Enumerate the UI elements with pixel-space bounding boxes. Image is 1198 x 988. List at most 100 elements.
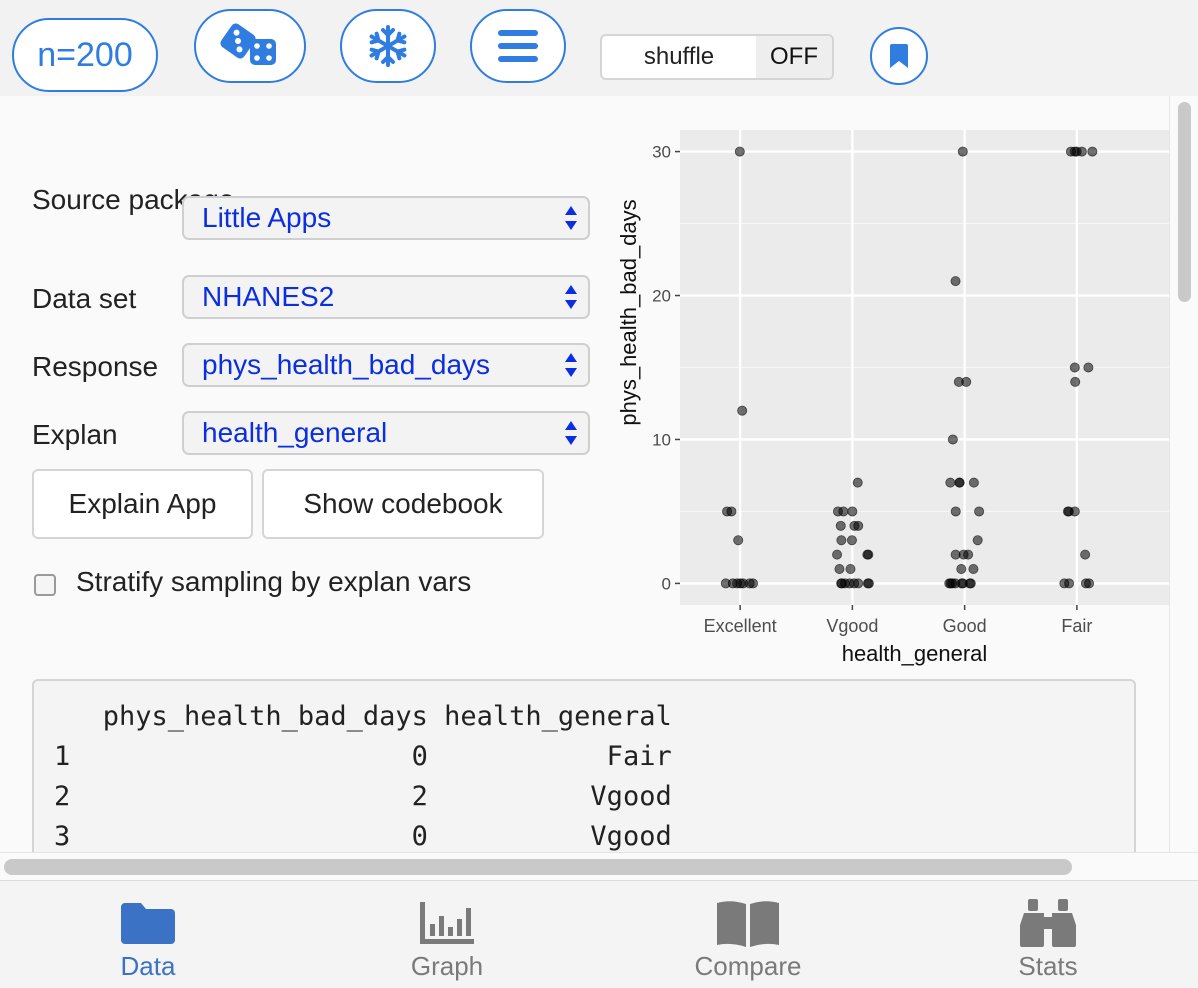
horizontal-scrollbar[interactable] [0,852,1198,880]
stratify-checkbox[interactable] [34,574,56,596]
data-point [1083,362,1094,373]
bookmark-icon [890,44,908,68]
data-preview-text: phys_health_bad_days health_general 1 0 … [54,701,672,852]
data-set-value: NHANES2 [202,281,335,312]
data-point [950,506,961,517]
data-point [1062,506,1073,517]
y-tick-label: 10 [652,430,671,449]
nav-label-data: Data [120,951,176,981]
data-point [726,506,737,517]
data-point [950,549,961,560]
x-tick-label: Fair [1061,616,1092,636]
nav-label-graph: Graph [410,951,484,981]
nav-label-compare: Compare [694,951,802,981]
response-select[interactable]: phys_health_bad_days [182,343,590,387]
data-point [945,477,956,488]
select-arrows-icon [565,353,577,377]
data-point [832,549,843,560]
data-point [863,549,874,560]
explain-app-label: Explain App [68,488,217,519]
data-point [1087,146,1098,157]
data-set-select[interactable]: NHANES2 [182,275,590,319]
data-point [836,578,847,589]
nav-item-graph[interactable]: Graph [387,881,507,988]
top-toolbar: n=200 [0,0,1198,96]
data-point [836,535,847,546]
data-point [953,376,964,387]
vertical-scrollbar[interactable] [1169,96,1198,852]
data-point [863,578,874,589]
data-point [972,535,983,546]
freeze-button[interactable] [340,9,436,83]
data-point [957,146,968,157]
explain-app-button[interactable]: Explain App [32,469,253,539]
x-tick-label: Vgood [826,616,878,636]
data-point [1080,549,1091,560]
menu-icon [498,30,538,62]
resample-button[interactable] [194,9,306,83]
data-point [974,506,985,517]
data-point [956,564,967,575]
data-point [965,578,976,589]
data-point [853,578,864,589]
bottom-nav: Data Graph Compa [0,880,1198,988]
data-preview-box: phys_health_bad_days health_general 1 0 … [32,679,1136,852]
data-point [968,477,979,488]
shuffle-state: OFF [756,36,832,78]
data-point [1069,362,1080,373]
data-point [847,506,858,517]
sample-size-label: n=200 [37,35,133,74]
data-points [720,146,1098,589]
data-point [963,549,974,560]
data-point [733,535,744,546]
explan-select[interactable]: health_general [182,411,590,455]
nav-item-compare[interactable]: Compare [678,881,818,988]
data-point [1070,376,1081,387]
explan-label: Explan [32,419,118,450]
nav-item-data[interactable]: Data [88,881,208,988]
horizontal-scroll-thumb[interactable] [4,859,1072,875]
dice-icon [220,23,276,65]
select-arrows-icon [565,421,577,445]
data-set-label: Data set [32,283,137,314]
x-tick-label: Excellent [704,616,777,636]
data-point [845,564,856,575]
data-point [849,520,860,531]
data-point [852,477,863,488]
data-point [838,506,849,517]
sample-size-button[interactable]: n=200 [12,18,158,92]
select-arrows-icon [565,206,577,230]
x-tick-label: Good [943,616,987,636]
data-point [846,535,857,546]
stratify-label: Stratify sampling by explan vars [76,566,472,597]
select-arrows-icon [565,285,577,309]
bookmark-button[interactable] [870,27,928,85]
y-tick-label: 20 [652,287,671,306]
data-point [1084,578,1095,589]
nav-label-stats: Stats [1018,951,1078,981]
shuffle-label: shuffle [643,43,715,70]
data-point [835,520,846,531]
show-codebook-button[interactable]: Show codebook [262,469,544,539]
show-codebook-label: Show codebook [303,488,503,519]
y-axis-title: phys_health_bad_days [616,199,641,425]
data-point [968,564,979,575]
data-point [834,564,845,575]
snowflake-icon [369,25,407,67]
x-axis-title: health_general [842,641,988,666]
vertical-scroll-thumb[interactable] [1178,102,1191,302]
menu-button[interactable] [470,9,566,83]
data-point [947,434,958,445]
data-point [944,578,955,589]
binoculars-icon [1020,899,1076,947]
data-point [734,146,745,157]
data-point [950,276,961,287]
source-package-select[interactable]: Little Apps [182,196,590,240]
y-tick-label: 0 [662,574,671,593]
data-panel: Source package Little Apps Data set NHAN… [0,96,1169,852]
source-package-value: Little Apps [202,202,332,233]
nav-item-stats[interactable]: Stats [988,881,1108,988]
shuffle-toggle[interactable]: shuffle OFF [600,34,834,80]
bar-chart-icon [420,902,474,944]
